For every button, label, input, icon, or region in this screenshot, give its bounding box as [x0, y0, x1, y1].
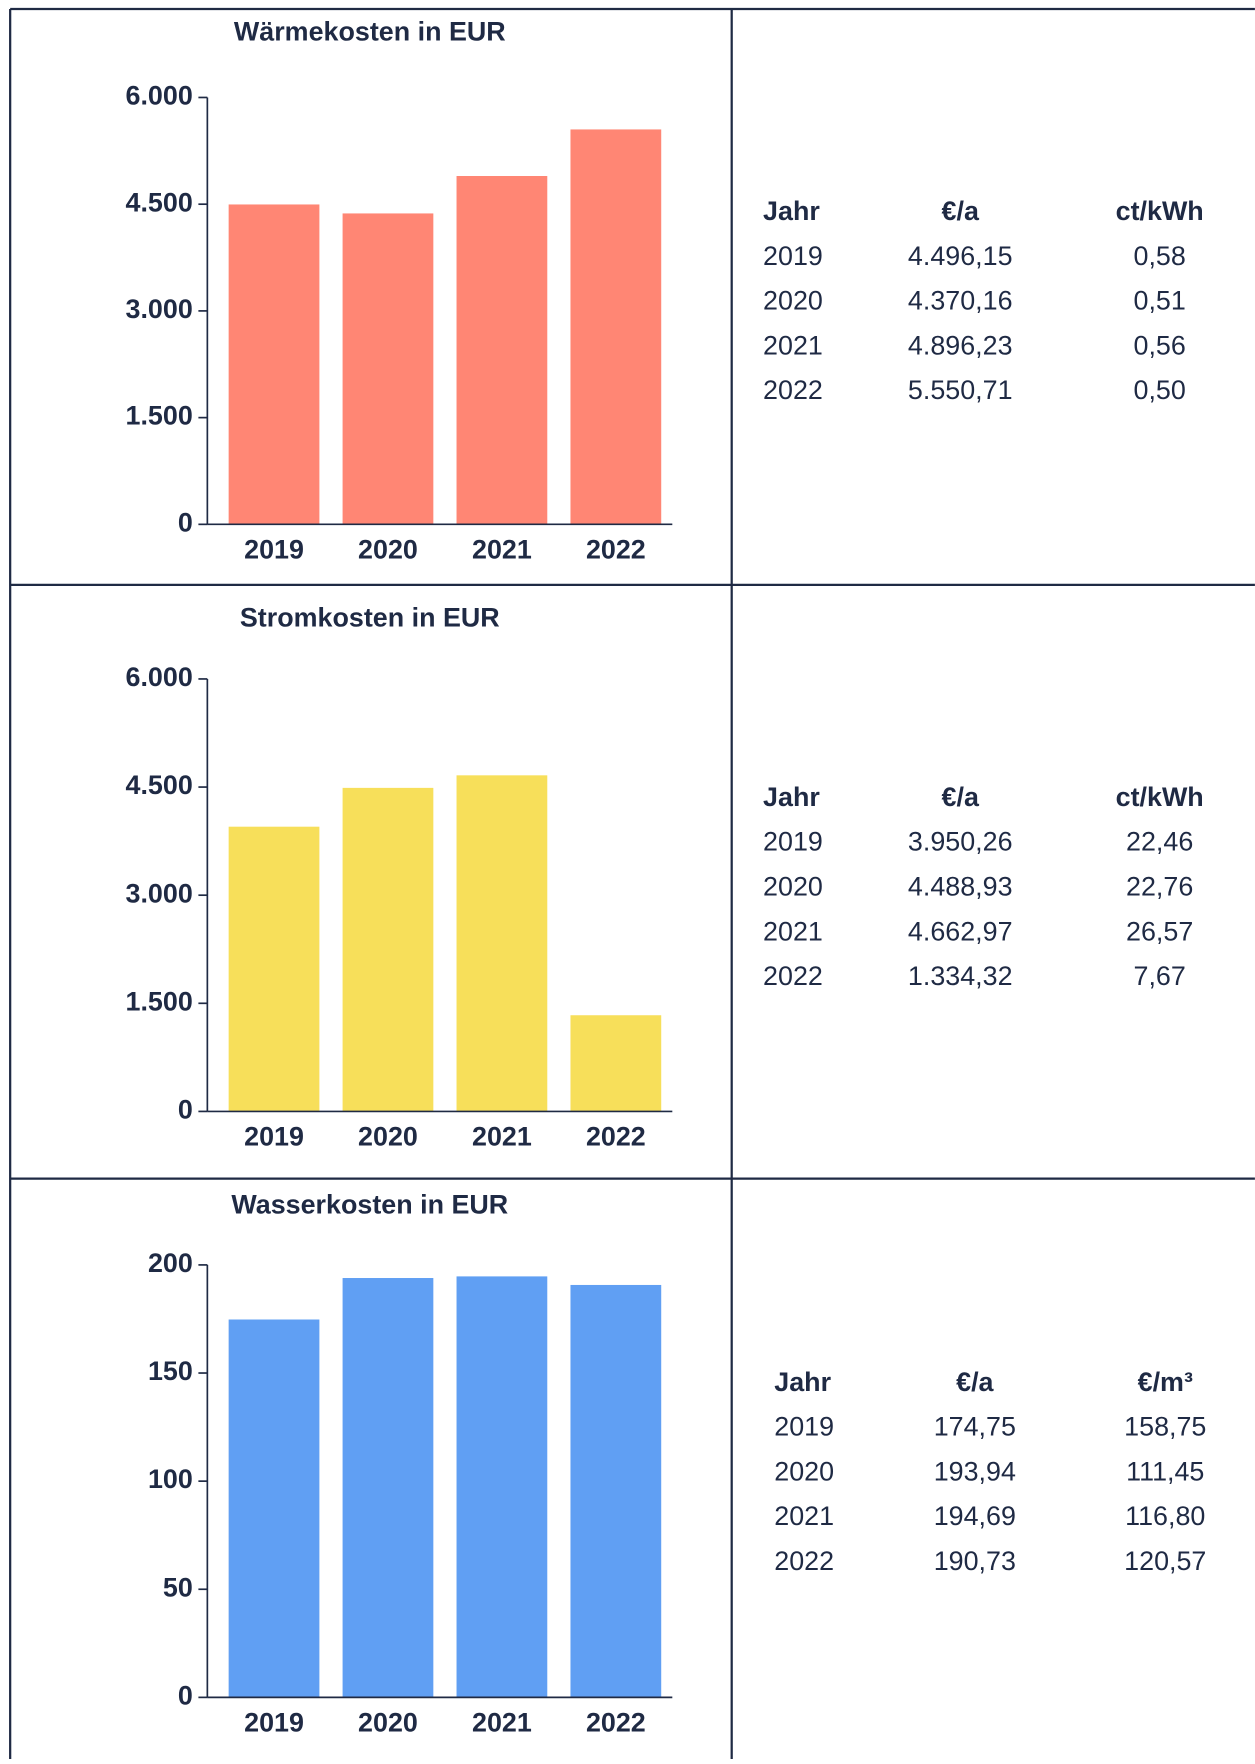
bar	[570, 129, 662, 525]
table-cell: 4.496,15	[908, 241, 1013, 271]
y-tick-label: 4.500	[126, 187, 193, 217]
table-cell: 116,80	[1125, 1501, 1205, 1531]
table-cell: 3.950,26	[908, 827, 1013, 857]
table-header: Jahr	[774, 1367, 831, 1397]
table-cell: 174,75	[934, 1412, 1016, 1442]
table-cell: 22,46	[1126, 827, 1193, 857]
table-cell: 4.370,16	[908, 286, 1013, 316]
x-tick-label: 2021	[472, 1121, 532, 1151]
bar	[456, 775, 548, 1112]
bar	[342, 1278, 434, 1698]
table-cell: 111,45	[1126, 1456, 1204, 1486]
table-header: €/a	[942, 782, 980, 812]
chart-title: Stromkosten in EUR	[240, 603, 500, 633]
y-tick-label: 1.500	[126, 986, 193, 1016]
bar	[456, 176, 548, 525]
y-tick-label: 150	[148, 1356, 193, 1386]
x-tick-label: 2022	[586, 1121, 646, 1151]
y-tick-label: 50	[163, 1572, 193, 1602]
table-cell: 0,50	[1134, 375, 1186, 405]
table-cell: 22,76	[1126, 872, 1193, 902]
table-cell: 2022	[763, 961, 823, 991]
table-cell: 158,75	[1124, 1412, 1206, 1442]
frame	[9, 7, 1255, 1760]
table-cell: 2021	[774, 1501, 834, 1531]
table-header: Jahr	[763, 196, 820, 226]
x-tick-label: 2019	[244, 1121, 304, 1151]
bar	[456, 1276, 548, 1698]
table-cell: 2019	[763, 241, 823, 271]
table-header: Jahr	[763, 782, 820, 812]
y-tick-label: 200	[148, 1248, 193, 1278]
table-header: ct/kWh	[1116, 196, 1204, 226]
x-tick-label: 2020	[358, 534, 418, 564]
table-cell: 2021	[763, 916, 823, 946]
table-cell: 2019	[774, 1412, 834, 1442]
x-tick-label: 2020	[358, 1121, 418, 1151]
bar	[228, 1319, 320, 1698]
table-cell: 2020	[774, 1456, 834, 1486]
x-tick-label: 2019	[244, 1707, 304, 1737]
table-header: ct/kWh	[1116, 782, 1204, 812]
table-cell: 4.488,93	[908, 872, 1013, 902]
table-header: €/a	[942, 196, 980, 226]
y-tick-label: 6.000	[126, 81, 193, 111]
table-header: €/a	[956, 1367, 994, 1397]
table-cell: 2022	[763, 375, 823, 405]
y-tick-label: 3.000	[126, 878, 193, 908]
table-cell: 26,57	[1126, 916, 1193, 946]
table-cell: 1.334,32	[908, 961, 1013, 991]
x-tick-label: 2021	[472, 1707, 532, 1737]
y-tick-label: 1.500	[126, 401, 193, 431]
table-cell: 194,69	[934, 1501, 1016, 1531]
table-cell: 5.550,71	[908, 375, 1013, 405]
y-tick-label: 0	[178, 1095, 193, 1125]
table-header: €/m³	[1138, 1367, 1193, 1397]
chart-title: Wasserkosten in EUR	[231, 1190, 508, 1220]
table-cell: 120,57	[1124, 1546, 1206, 1576]
bar	[228, 204, 320, 525]
y-tick-label: 0	[178, 1680, 193, 1710]
bar	[570, 1015, 662, 1112]
y-tick-label: 6.000	[126, 662, 193, 692]
x-tick-label: 2021	[472, 534, 532, 564]
bar	[342, 213, 434, 525]
x-tick-label: 2019	[244, 534, 304, 564]
chart-title: Wärmekosten in EUR	[234, 17, 506, 47]
table-cell: 2021	[763, 330, 823, 360]
table-cell: 2019	[763, 827, 823, 857]
table-cell: 2020	[763, 872, 823, 902]
x-tick-label: 2022	[586, 1707, 646, 1737]
y-tick-label: 4.500	[126, 770, 193, 800]
table-cell: 2020	[763, 286, 823, 316]
table-cell: 190,73	[934, 1546, 1016, 1576]
y-tick-label: 3.000	[126, 294, 193, 324]
bar	[342, 787, 434, 1112]
table-cell: 0,51	[1134, 286, 1186, 316]
table-cell: 4.662,97	[908, 916, 1013, 946]
y-tick-label: 100	[148, 1464, 193, 1494]
table-cell: 193,94	[934, 1456, 1016, 1486]
table-cell: 7,67	[1134, 961, 1186, 991]
table-cell: 2022	[774, 1546, 834, 1576]
x-tick-label: 2020	[358, 1707, 418, 1737]
table-cell: 0,58	[1134, 241, 1186, 271]
bar	[570, 1284, 662, 1698]
y-tick-label: 0	[178, 507, 193, 537]
table-cell: 0,56	[1134, 330, 1186, 360]
table-cell: 4.896,23	[908, 330, 1013, 360]
x-tick-label: 2022	[586, 534, 646, 564]
bar	[228, 826, 320, 1112]
